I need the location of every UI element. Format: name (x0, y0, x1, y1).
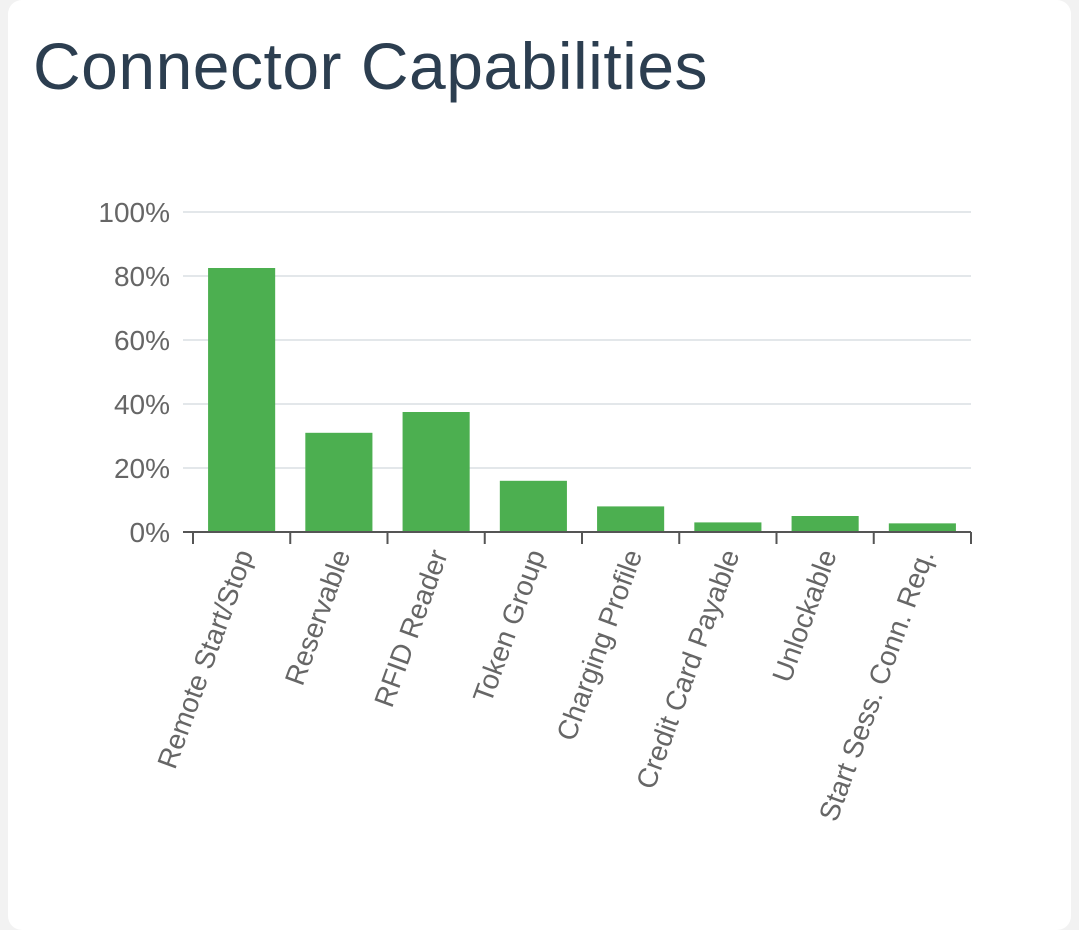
bar (208, 268, 276, 532)
bar (791, 516, 859, 532)
y-tick-label: 100% (98, 197, 170, 228)
gridlines (193, 211, 971, 469)
y-tick-label: 80% (114, 261, 170, 292)
bar (305, 432, 373, 532)
x-tick-label: RFID Reader (368, 545, 454, 711)
bar (402, 412, 470, 532)
bar (888, 523, 956, 532)
bar (597, 506, 665, 532)
x-tick-label: Remote Start/Stop (151, 545, 259, 772)
y-axis-ticks: 0% 20% 40% 60% 80% 100% (98, 197, 193, 548)
y-tick-label: 20% (114, 453, 170, 484)
bar (694, 522, 762, 532)
bars (208, 268, 956, 532)
x-tick-label: Unlockable (766, 545, 843, 686)
x-tick-label: Credit Card Payable (630, 545, 745, 793)
x-axis (192, 531, 972, 544)
y-tick-label: 40% (114, 389, 170, 420)
chart-card: Connector Capabilities (8, 0, 1071, 930)
y-tick-label: 60% (114, 325, 170, 356)
x-tick-label: Token Group (467, 545, 551, 706)
bar (499, 480, 567, 532)
x-tick-label: Start Sess. Conn. Req. (813, 545, 940, 825)
x-tick-label: Reservable (279, 545, 357, 689)
y-tick-label: 0% (130, 517, 170, 548)
chart-title: Connector Capabilities (33, 29, 709, 103)
x-tick-label: Charging Profile (550, 545, 648, 744)
x-axis-ticks: Remote Start/Stop Reservable RFID Reader To… (151, 545, 940, 825)
